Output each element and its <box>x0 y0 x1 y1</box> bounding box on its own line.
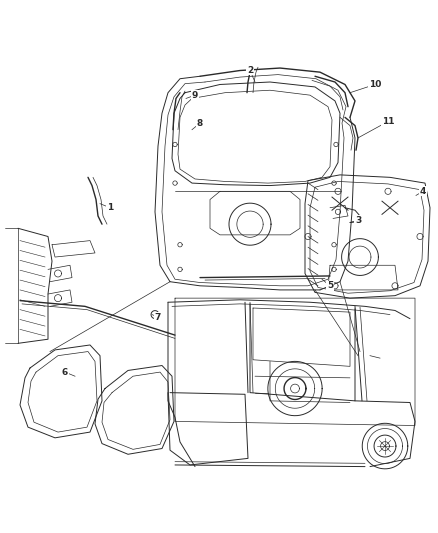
Text: 3: 3 <box>355 215 361 224</box>
Text: 8: 8 <box>197 119 203 127</box>
Text: 6: 6 <box>62 368 68 377</box>
Text: 10: 10 <box>369 80 381 89</box>
Text: 4: 4 <box>420 187 426 196</box>
Text: 5: 5 <box>327 281 333 290</box>
Text: 1: 1 <box>107 203 113 212</box>
Text: 9: 9 <box>192 91 198 100</box>
Text: 7: 7 <box>155 312 161 321</box>
Text: 11: 11 <box>382 117 394 126</box>
Text: 2: 2 <box>247 66 253 75</box>
